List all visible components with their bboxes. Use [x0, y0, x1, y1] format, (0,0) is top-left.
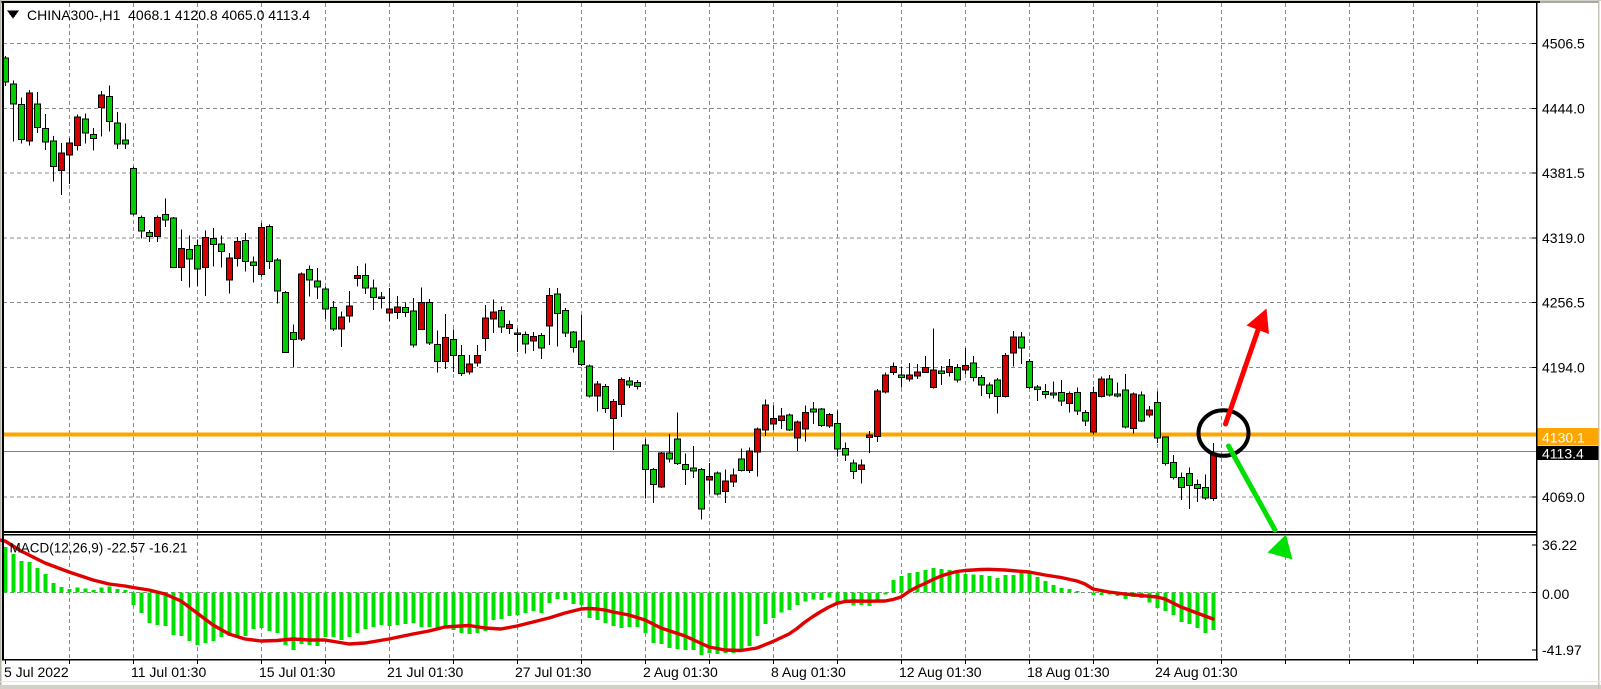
svg-text:4130.1: 4130.1 [1542, 430, 1585, 446]
svg-text:21 Jul 01:30: 21 Jul 01:30 [387, 664, 463, 680]
svg-text:11 Jul 01:30: 11 Jul 01:30 [131, 664, 206, 680]
svg-text:CHINA300-,H1 4068.1 4120.8 40: CHINA300-,H1 4068.1 4120.8 4065.0 4113.4 [27, 7, 310, 23]
svg-text:4506.5: 4506.5 [1542, 36, 1585, 52]
svg-text:36.22: 36.22 [1542, 537, 1577, 553]
svg-text:4194.0: 4194.0 [1542, 359, 1585, 375]
svg-text:4256.5: 4256.5 [1542, 295, 1585, 311]
svg-text:24 Aug 01:30: 24 Aug 01:30 [1155, 664, 1238, 680]
svg-text:4069.0: 4069.0 [1542, 489, 1585, 505]
svg-text:4381.5: 4381.5 [1542, 165, 1585, 181]
svg-text:-41.97: -41.97 [1542, 642, 1582, 658]
svg-text:0.00: 0.00 [1542, 586, 1569, 602]
svg-text:18 Aug 01:30: 18 Aug 01:30 [1027, 664, 1110, 680]
svg-text:5 Jul 2022: 5 Jul 2022 [4, 664, 69, 680]
svg-text:27 Jul 01:30: 27 Jul 01:30 [515, 664, 591, 680]
svg-text:MACD(12,26,9) -22.57 -16.21: MACD(12,26,9) -22.57 -16.21 [10, 541, 188, 556]
svg-text:8 Aug 01:30: 8 Aug 01:30 [771, 664, 846, 680]
svg-text:15 Jul 01:30: 15 Jul 01:30 [259, 664, 335, 680]
svg-text:4319.0: 4319.0 [1542, 230, 1585, 246]
svg-text:4113.4: 4113.4 [1542, 446, 1584, 462]
svg-text:12 Aug 01:30: 12 Aug 01:30 [899, 664, 982, 680]
svg-text:4444.0: 4444.0 [1542, 100, 1585, 116]
svg-text:2 Aug 01:30: 2 Aug 01:30 [643, 664, 718, 680]
